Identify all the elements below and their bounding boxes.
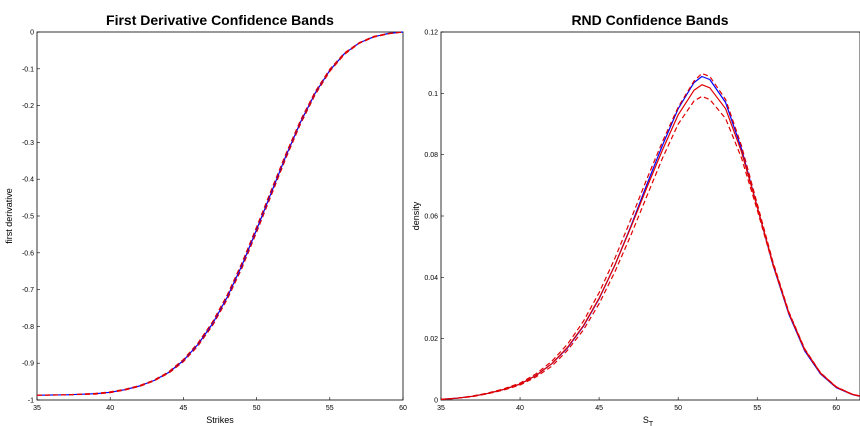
- y-tick-label: -0.4: [22, 177, 34, 184]
- y-axis-label: first derivative: [4, 188, 14, 244]
- x-tick-label: 35: [33, 405, 41, 412]
- y-tick-label: -0.1: [22, 66, 34, 73]
- confidence-band-line: [440, 72, 860, 400]
- y-tick-label: -1: [28, 398, 34, 405]
- x-tick-label: 45: [595, 405, 603, 412]
- y-tick-label: 0: [434, 398, 438, 405]
- y-tick-label: 0.1: [428, 91, 438, 98]
- x-tick-label: 55: [753, 405, 761, 412]
- chart-title: RND Confidence Bands: [571, 12, 728, 28]
- y-tick-label: -0.3: [22, 140, 34, 147]
- series-lines: [440, 72, 860, 400]
- y-tick-label: 0.04: [424, 275, 438, 282]
- y-tick-label: 0.12: [424, 30, 438, 37]
- x-axis-label-main: S: [643, 415, 649, 425]
- x-tick-label: 35: [437, 405, 445, 412]
- y-tick-label: 0.08: [424, 152, 438, 159]
- series-lines: [36, 31, 404, 396]
- confidence-band-line: [36, 31, 404, 396]
- y-tick-label: 0: [30, 30, 34, 37]
- y-tick-label: 0.02: [424, 336, 438, 343]
- y-tick-label: 0.06: [424, 214, 438, 221]
- first-derivative-chart: First Derivative Confidence Bands 35 40 45…: [4, 12, 407, 425]
- x-tick-label: 50: [674, 405, 682, 412]
- x-axis-label: ST: [643, 415, 654, 426]
- x-tick-label: 55: [326, 405, 334, 412]
- plot-area: [36, 31, 404, 401]
- axis-ticks: 35 40 45 50 55 60 0 -0.1 -0.2 -0.3 -0.4 -0.5 -0.6 -0.…: [22, 30, 407, 413]
- x-axis-label: Strikes: [206, 415, 234, 425]
- confidence-band-line: [36, 31, 404, 396]
- y-tick-label: -0.7: [22, 287, 34, 294]
- confidence-band-line: [440, 95, 860, 400]
- x-axis-label-subscript: T: [649, 421, 654, 426]
- plot-area: [440, 31, 860, 401]
- y-tick-label: -0.5: [22, 214, 34, 221]
- x-tick-label: 50: [253, 405, 261, 412]
- x-tick-label: 40: [516, 405, 524, 412]
- y-tick-label: -0.2: [22, 103, 34, 110]
- y-tick-label: -0.8: [22, 324, 34, 331]
- rnd-chart: RND Confidence Bands 35 40 45 50 55 60 0 0.02 0.…: [411, 12, 860, 426]
- chart-title: First Derivative Confidence Bands: [106, 12, 334, 28]
- axis-ticks: 35 40 45 50 55 60 0 0.02 0.04 0.06 0.08 0.1 0.12: [424, 30, 840, 413]
- x-tick-label: 45: [180, 405, 188, 412]
- y-axis-label: density: [411, 201, 421, 230]
- x-tick-label: 60: [399, 405, 407, 412]
- x-tick-label: 40: [106, 405, 114, 412]
- y-tick-label: -0.6: [22, 250, 34, 257]
- y-tick-label: -0.9: [22, 361, 34, 368]
- x-tick-label: 60: [832, 405, 840, 412]
